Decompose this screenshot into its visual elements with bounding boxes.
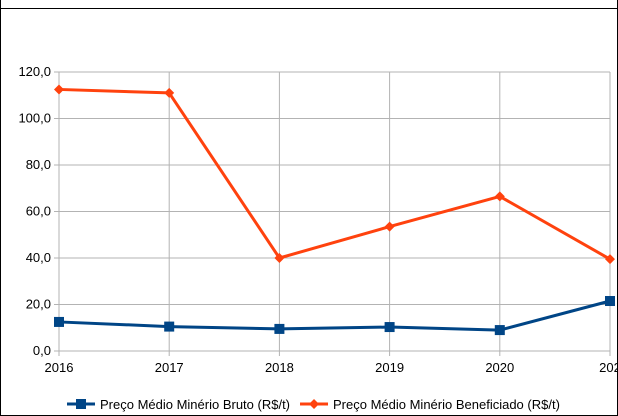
series-1 — [54, 296, 615, 336]
legend-marker — [76, 399, 86, 409]
y-tick-label: 20,0 — [26, 297, 51, 312]
y-tick-label: 60,0 — [26, 204, 51, 219]
legend-marker — [309, 399, 320, 409]
data-point — [164, 87, 175, 98]
series-line — [58, 299, 611, 332]
y-tick-label: 100,0 — [18, 111, 51, 126]
series-group — [54, 84, 615, 336]
legend-label: Preço Médio Minério Bruto (R$/t) — [100, 397, 290, 412]
data-point — [54, 84, 64, 95]
x-tick-label: 2019 — [375, 360, 404, 375]
data-point — [494, 325, 505, 336]
y-tick-label: 0,0 — [33, 343, 51, 358]
series-line — [58, 87, 611, 261]
data-point — [54, 316, 64, 327]
data-point — [164, 321, 175, 332]
y-tick-label: 120,0 — [18, 64, 51, 79]
data-point — [494, 191, 505, 202]
gridlines — [58, 71, 611, 356]
x-tick-label: 2016 — [45, 360, 74, 375]
legend-item-2: Preço Médio Minério Beneficiado (R$/t) — [300, 397, 560, 412]
data-point — [384, 322, 395, 333]
legend-item-1: Preço Médio Minério Bruto (R$/t) — [67, 397, 290, 412]
x-tick-label: 2017 — [155, 360, 184, 375]
top-border-line — [0, 8, 618, 9]
data-point — [274, 323, 285, 334]
y-tick-label: 40,0 — [26, 250, 51, 265]
data-point — [605, 254, 615, 265]
data-point — [605, 296, 615, 307]
data-point — [274, 253, 285, 263]
legend-label: Preço Médio Minério Beneficiado (R$/t) — [333, 397, 560, 412]
x-tick-label: 2018 — [265, 360, 294, 375]
y-axis: 0,0 20,0 40,0 60,0 80,0 100,0 120,0 — [18, 64, 59, 358]
x-tick-label: 2020 — [485, 360, 514, 375]
x-axis: 2016 2017 2018 2019 2020 202 — [45, 360, 618, 375]
legend: Preço Médio Minério Bruto (R$/t) Preço Mé… — [67, 397, 560, 412]
y-tick-label: 80,0 — [26, 157, 51, 172]
data-point — [384, 221, 395, 232]
series-2 — [54, 84, 615, 265]
x-tick-label: 202 — [599, 360, 618, 375]
